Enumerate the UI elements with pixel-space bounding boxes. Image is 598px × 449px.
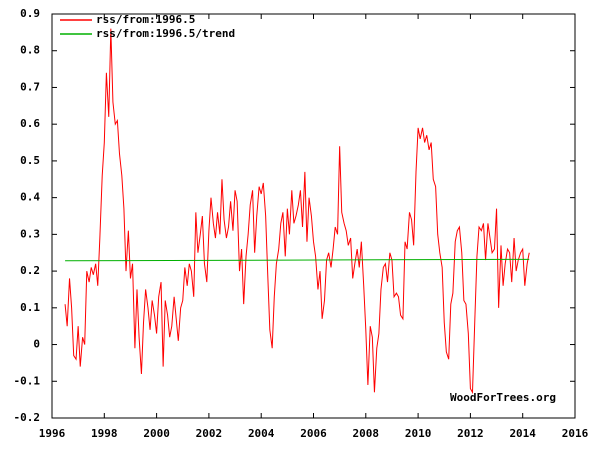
legend-label: rss/from:1996.5	[96, 13, 195, 26]
x-tick-label: 2008	[353, 427, 380, 440]
x-tick-label: 2000	[143, 427, 170, 440]
x-tick-label: 2002	[196, 427, 223, 440]
y-tick-label: 0.1	[20, 301, 40, 314]
x-tick-label: 1996	[39, 427, 66, 440]
y-tick-label: 0.3	[20, 227, 40, 240]
y-tick-label: 0.5	[20, 154, 40, 167]
y-tick-label: 0.4	[20, 191, 40, 204]
y-tick-label: 0.7	[20, 80, 40, 93]
y-tick-label: -0.2	[14, 411, 41, 424]
y-tick-label: 0.2	[20, 264, 40, 277]
x-tick-label: 2006	[300, 427, 327, 440]
legend-label: rss/from:1996.5/trend	[96, 27, 235, 40]
x-tick-label: 1998	[91, 427, 118, 440]
data-line	[65, 258, 530, 262]
y-tick-label: 0.6	[20, 117, 40, 130]
y-tick-label: 0	[33, 338, 40, 351]
x-tick-label: 2016	[562, 427, 589, 440]
y-tick-label: -0.1	[14, 374, 41, 387]
y-tick-label: 0.9	[20, 7, 40, 20]
x-tick-label: 2014	[509, 427, 536, 440]
y-tick-label: 0.8	[20, 44, 40, 57]
x-tick-label: 2010	[405, 427, 432, 440]
x-tick-label: 2004	[248, 427, 275, 440]
x-tick-label: 2012	[457, 427, 484, 440]
data-line	[64, 28, 530, 395]
annotation: WoodForTrees.org	[450, 391, 556, 404]
